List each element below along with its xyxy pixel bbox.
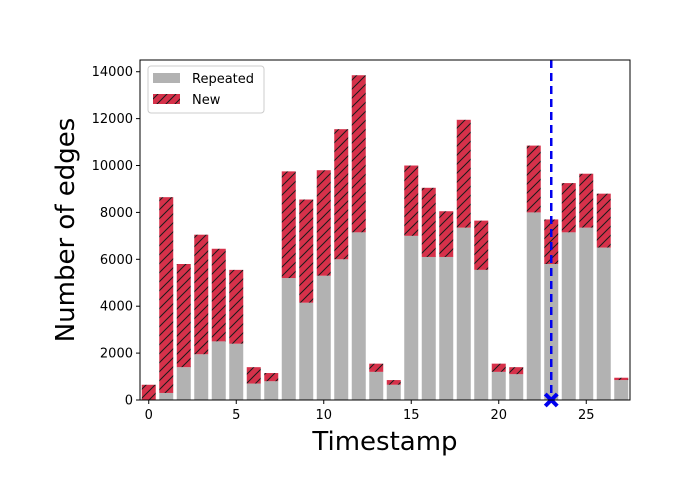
bar-new-5	[229, 269, 244, 344]
x-tick-label: 0	[145, 408, 153, 423]
bar-new-23	[544, 219, 559, 264]
x-tick-label: 20	[490, 408, 507, 423]
bar-repeated-27	[614, 380, 629, 400]
bar-new-20	[491, 363, 506, 372]
bar-new-6	[246, 367, 261, 384]
plot-frame	[139, 59, 631, 401]
bar-new-7	[264, 373, 279, 382]
bar-repeated-4	[211, 341, 226, 400]
bar-new-4	[211, 248, 226, 342]
legend-swatch-repeated	[153, 73, 180, 83]
bar-repeated-19	[474, 269, 489, 400]
bar-new-13	[369, 363, 384, 372]
bar-new-8	[281, 171, 296, 279]
x-tick-label: 25	[578, 408, 595, 423]
y-tick-label: 12000	[92, 112, 133, 127]
bar-new-14	[386, 380, 401, 385]
bar-new-2	[176, 264, 191, 368]
bar-new-15	[404, 165, 419, 236]
x-tick-label: 10	[315, 408, 332, 423]
y-tick-label: 14000	[92, 65, 133, 80]
bar-repeated-16	[421, 256, 436, 400]
bar-repeated-22	[526, 212, 541, 400]
bar-new-12	[351, 75, 366, 233]
bar-repeated-20	[491, 371, 506, 400]
bar-repeated-15	[404, 235, 419, 400]
y-tick-label: 6000	[100, 253, 133, 268]
bar-repeated-18	[456, 227, 471, 400]
x-tick-label: 15	[403, 408, 420, 423]
bar-new-18	[456, 119, 471, 228]
bar-new-17	[439, 211, 454, 257]
bar-repeated-12	[351, 232, 366, 400]
bar-repeated-9	[299, 302, 314, 400]
bar-repeated-2	[176, 367, 191, 400]
x-axis: 0 5 10 15 20 25	[145, 400, 595, 423]
bar-repeated-13	[369, 371, 384, 400]
x-axis-label: Timestamp	[311, 427, 457, 457]
bar-new-21	[509, 367, 524, 375]
legend-label-repeated: Repeated	[192, 72, 254, 87]
y-tick-label: 8000	[100, 206, 133, 221]
bar-new-24	[561, 183, 576, 233]
legend-label-new: New	[192, 93, 221, 108]
y-axis: 0 2000 4000 6000 8000 10000 12000 14000	[92, 65, 140, 409]
bar-repeated-3	[194, 354, 209, 400]
bar-repeated-8	[281, 278, 296, 400]
bar-repeated-5	[229, 343, 244, 400]
bar-repeated-26	[596, 247, 611, 400]
y-tick-label: 10000	[92, 159, 133, 174]
y-tick-label: 2000	[100, 347, 133, 362]
bar-new-9	[299, 199, 314, 303]
bar-repeated-24	[561, 232, 576, 400]
y-tick-label: 4000	[100, 300, 133, 315]
bar-new-25	[579, 173, 594, 228]
y-tick-label: 0	[125, 394, 133, 409]
legend-swatch-new	[153, 94, 180, 104]
bar-repeated-10	[316, 275, 331, 400]
bar-repeated-23	[544, 264, 559, 400]
bar-new-27	[614, 377, 629, 381]
bar-repeated-17	[439, 256, 454, 400]
bar-repeated-25	[579, 227, 594, 400]
x-tick-label: 5	[232, 408, 240, 423]
bar-repeated-1	[159, 392, 174, 400]
bars-group	[141, 75, 629, 400]
bar-new-19	[474, 220, 489, 270]
bar-new-11	[334, 129, 349, 260]
bar-repeated-14	[386, 384, 401, 400]
legend: Repeated New	[147, 65, 265, 114]
bar-repeated-7	[264, 381, 279, 400]
bar-repeated-21	[509, 374, 524, 400]
bar-new-0	[141, 384, 156, 400]
bar-repeated-11	[334, 259, 349, 400]
bar-new-16	[421, 187, 436, 257]
bar-new-26	[596, 193, 611, 248]
bar-repeated-6	[246, 383, 261, 400]
y-axis-label: Number of edges	[51, 118, 81, 343]
bar-new-10	[316, 170, 331, 276]
bar-new-1	[159, 197, 174, 393]
bar-new-3	[194, 234, 209, 355]
bar-new-22	[526, 145, 541, 213]
